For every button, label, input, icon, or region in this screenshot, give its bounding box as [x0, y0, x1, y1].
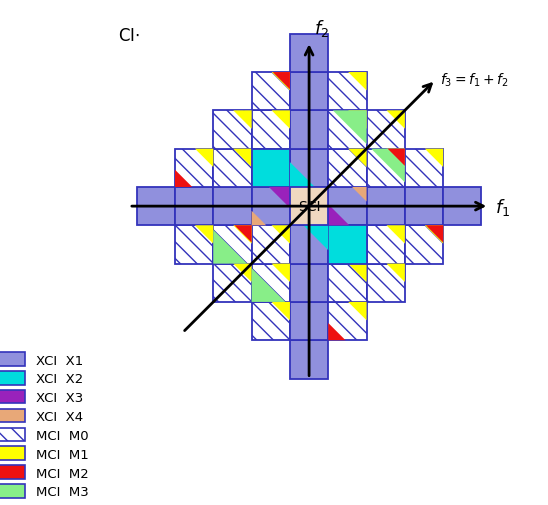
Polygon shape — [333, 111, 367, 145]
Polygon shape — [272, 149, 290, 168]
Bar — [290, 226, 328, 264]
Bar — [252, 187, 290, 226]
Bar — [367, 226, 405, 264]
Bar — [252, 264, 290, 302]
Bar — [290, 187, 328, 226]
Bar — [328, 73, 367, 111]
Polygon shape — [290, 163, 315, 187]
Polygon shape — [272, 111, 290, 129]
Bar — [290, 340, 328, 379]
Text: SCI: SCI — [298, 200, 321, 214]
Polygon shape — [195, 226, 213, 244]
Polygon shape — [272, 73, 290, 91]
Polygon shape — [352, 187, 367, 202]
Bar — [328, 111, 367, 149]
Polygon shape — [386, 264, 405, 282]
Bar — [328, 226, 367, 264]
Polygon shape — [348, 264, 367, 282]
Polygon shape — [233, 226, 252, 244]
Bar — [252, 226, 290, 264]
Text: $f_2$: $f_2$ — [313, 18, 329, 39]
Polygon shape — [252, 211, 266, 226]
Bar — [405, 226, 443, 264]
Polygon shape — [348, 73, 367, 91]
Text: $f_1$: $f_1$ — [495, 196, 510, 217]
Polygon shape — [348, 302, 367, 321]
Polygon shape — [386, 149, 405, 168]
Bar — [328, 226, 367, 264]
Bar — [328, 187, 367, 226]
Bar — [290, 35, 328, 73]
Polygon shape — [425, 149, 443, 168]
Bar — [290, 73, 328, 111]
Polygon shape — [386, 111, 405, 129]
Polygon shape — [272, 264, 290, 282]
Polygon shape — [252, 269, 286, 302]
Bar — [175, 149, 213, 187]
Text: CI$\cdot$: CI$\cdot$ — [117, 27, 140, 45]
Bar — [213, 226, 252, 264]
Text: $f_3 = f_1 + f_2$: $f_3 = f_1 + f_2$ — [440, 71, 509, 88]
Bar — [252, 73, 290, 111]
Bar — [252, 111, 290, 149]
Bar — [213, 264, 252, 302]
Polygon shape — [348, 226, 367, 244]
Bar — [328, 302, 367, 340]
Bar — [290, 149, 328, 187]
Polygon shape — [328, 323, 345, 340]
Polygon shape — [233, 111, 252, 129]
Bar — [252, 149, 290, 187]
Polygon shape — [233, 264, 252, 282]
Bar — [367, 111, 405, 149]
Bar — [175, 187, 213, 226]
Bar — [290, 302, 328, 340]
Legend: XCI  X1, XCI  X2, XCI  X3, XCI  X4, MCI  M0, MCI  M1, MCI  M2, MCI  M3: XCI X1, XCI X2, XCI X3, XCI X4, MCI M0, … — [0, 352, 89, 498]
Polygon shape — [387, 149, 405, 167]
Bar — [405, 187, 443, 226]
Bar — [252, 302, 290, 340]
Polygon shape — [272, 226, 290, 244]
Bar — [136, 187, 175, 226]
Bar — [252, 149, 290, 187]
Polygon shape — [233, 149, 252, 168]
Bar — [367, 149, 405, 187]
Polygon shape — [304, 226, 328, 250]
Polygon shape — [426, 226, 443, 243]
Bar — [213, 149, 252, 187]
Bar — [405, 149, 443, 187]
Polygon shape — [348, 149, 367, 168]
Bar — [175, 226, 213, 264]
Polygon shape — [328, 205, 349, 226]
Polygon shape — [371, 149, 405, 183]
Bar — [328, 264, 367, 302]
Bar — [328, 149, 367, 187]
Polygon shape — [425, 226, 443, 244]
Bar — [213, 111, 252, 149]
Polygon shape — [213, 230, 247, 264]
Bar — [213, 187, 252, 226]
Bar — [367, 187, 405, 226]
Polygon shape — [348, 111, 367, 129]
Bar — [443, 187, 482, 226]
Bar — [367, 264, 405, 302]
Polygon shape — [195, 149, 213, 168]
Polygon shape — [386, 226, 405, 244]
Polygon shape — [273, 73, 290, 90]
Polygon shape — [272, 302, 290, 321]
Polygon shape — [269, 187, 290, 209]
Polygon shape — [175, 170, 192, 187]
Polygon shape — [235, 226, 252, 243]
Bar — [290, 264, 328, 302]
Bar — [290, 111, 328, 149]
Bar — [290, 187, 328, 226]
